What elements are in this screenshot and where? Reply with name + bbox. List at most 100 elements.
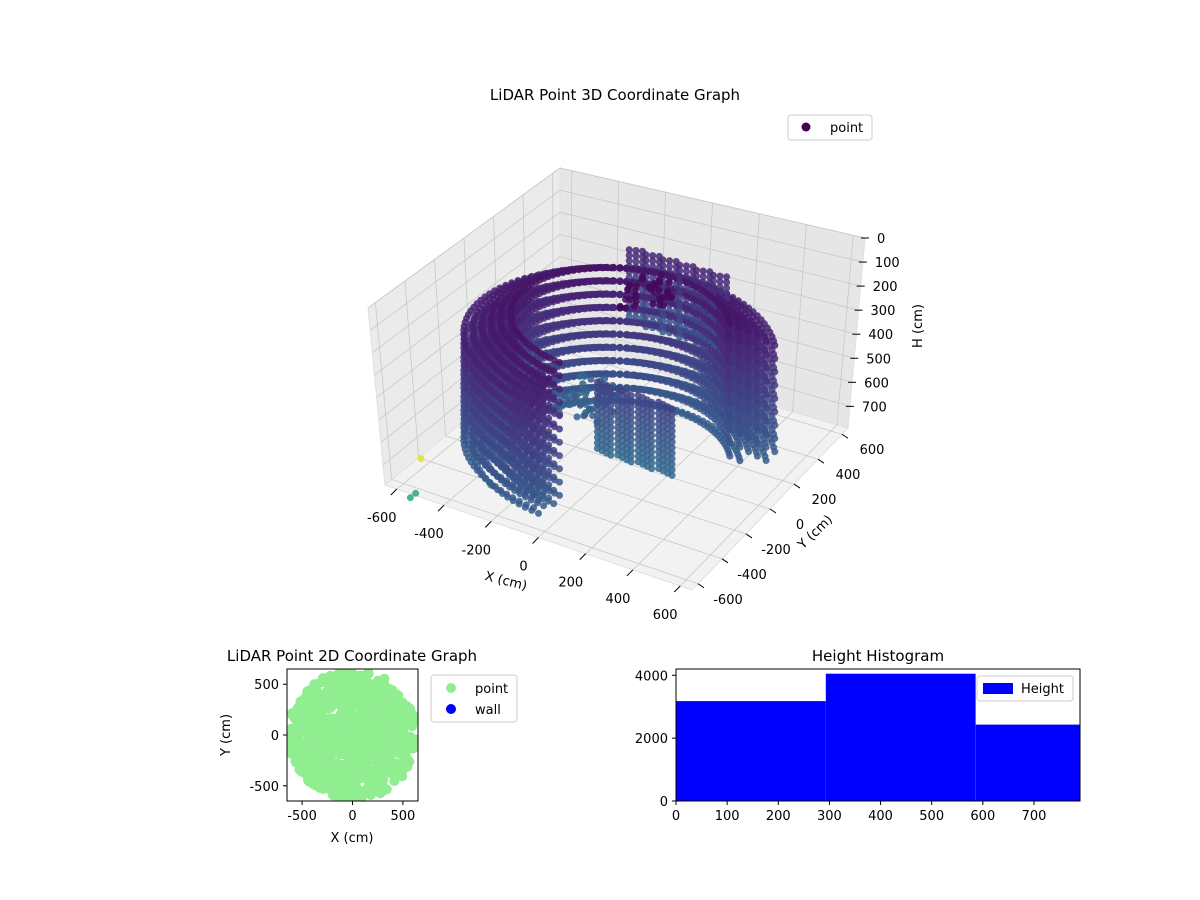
chart3d-point bbox=[616, 357, 624, 365]
chart3d-point bbox=[651, 309, 659, 317]
chart3d-point bbox=[736, 350, 744, 358]
chart3d-point bbox=[598, 290, 606, 298]
chart3d-title: LiDAR Point 3D Coordinate Graph bbox=[490, 86, 740, 104]
chart3d-grid-z bbox=[372, 211, 561, 354]
chart3d-point bbox=[616, 344, 624, 352]
chart3d-point bbox=[726, 412, 734, 420]
chart3d-point bbox=[556, 465, 563, 473]
chart3d-point bbox=[745, 448, 753, 456]
chart3d-point bbox=[550, 420, 558, 428]
chart3d-grid-z bbox=[369, 189, 561, 331]
chart3d-point bbox=[649, 257, 657, 265]
chart3d-point bbox=[676, 294, 684, 302]
chart3d-point bbox=[598, 330, 606, 338]
chart3d-grid-y bbox=[552, 173, 554, 349]
chart3d-point bbox=[682, 262, 690, 270]
chart3d-point bbox=[616, 264, 624, 272]
chart3d-point bbox=[616, 277, 624, 285]
chart3d-point bbox=[699, 278, 707, 286]
chart3d-point bbox=[610, 304, 618, 312]
chart3d-point bbox=[659, 311, 667, 319]
chart3d-point bbox=[736, 364, 744, 371]
chart3d-point bbox=[736, 377, 744, 385]
chart3d-point bbox=[640, 386, 648, 394]
chart3d-point bbox=[745, 395, 753, 402]
chart3d-point bbox=[646, 347, 654, 355]
chart3d-point bbox=[604, 290, 612, 298]
chart3d-point bbox=[771, 381, 779, 389]
chart3d-point bbox=[646, 387, 654, 395]
chart3d-point bbox=[622, 265, 630, 272]
chart3d-point bbox=[723, 290, 731, 297]
chart3d-point bbox=[582, 390, 590, 398]
chart3d-point bbox=[651, 269, 659, 277]
chart3d-point bbox=[753, 333, 761, 340]
chart3d-point bbox=[676, 267, 684, 275]
chart3d-point bbox=[676, 278, 684, 286]
chart3d-point bbox=[545, 401, 553, 409]
chart3d-point bbox=[753, 452, 761, 460]
chart3d-point bbox=[762, 403, 770, 411]
chart3d-point bbox=[607, 385, 615, 393]
chart3d-point bbox=[651, 388, 659, 396]
chart3d-point bbox=[604, 344, 612, 351]
chart3d-point bbox=[682, 284, 690, 292]
chart3d-grid-x bbox=[836, 235, 854, 425]
chart3d-point bbox=[657, 363, 665, 371]
chart3d-point bbox=[625, 257, 633, 265]
chart3d-point bbox=[556, 491, 563, 499]
chart3d-point bbox=[624, 286, 632, 294]
chart3d-point bbox=[736, 324, 744, 332]
chart3d-grid-z bbox=[559, 211, 861, 287]
chart3d-point bbox=[573, 413, 581, 421]
chart3d-point bbox=[676, 261, 684, 269]
chart3d-point bbox=[726, 452, 734, 460]
chart3d-point bbox=[642, 256, 650, 264]
chart3d-point bbox=[640, 267, 648, 275]
chart3d-point bbox=[736, 337, 744, 345]
chart3d-grid-x bbox=[614, 181, 620, 360]
chart3d-point bbox=[745, 434, 753, 442]
chart3d-point bbox=[550, 393, 558, 401]
chart3d-point bbox=[771, 448, 779, 456]
chart3d-point bbox=[709, 283, 717, 290]
chart3d-point bbox=[762, 377, 770, 385]
chart3d-point bbox=[716, 278, 724, 286]
chart3d-point bbox=[634, 266, 642, 274]
chart3d-point bbox=[632, 258, 640, 265]
chart3d-point bbox=[651, 322, 659, 330]
chart3d-point bbox=[726, 439, 734, 447]
chart3d-point bbox=[610, 317, 618, 325]
chart3d-point bbox=[762, 364, 770, 371]
chart3d-point bbox=[545, 374, 553, 382]
chart3d-point bbox=[622, 358, 630, 365]
chart3d-point bbox=[753, 386, 761, 394]
chart3d-point bbox=[753, 412, 761, 420]
chart3d-point bbox=[586, 405, 594, 413]
chart3d-point bbox=[550, 433, 558, 441]
chart3d-point bbox=[771, 355, 779, 363]
chart3d-point bbox=[642, 251, 650, 259]
chart3d-point bbox=[659, 328, 667, 336]
chart3d-point bbox=[545, 481, 553, 489]
chart3d-point bbox=[610, 370, 618, 378]
chart3d-point bbox=[709, 277, 717, 285]
chart3d-point bbox=[651, 349, 659, 356]
chart3d-point bbox=[753, 359, 761, 367]
chart3d-grid-y bbox=[418, 457, 723, 560]
chart3d-point bbox=[666, 262, 673, 270]
chart3d-point bbox=[726, 346, 734, 354]
chart3d-point bbox=[676, 300, 684, 308]
chart3d-point bbox=[736, 417, 744, 425]
chart3d-point bbox=[550, 380, 558, 388]
chart3d-point bbox=[556, 372, 563, 380]
chart3d-point bbox=[726, 399, 734, 407]
chart3d-point bbox=[604, 304, 612, 312]
chart3d-point bbox=[622, 331, 630, 339]
chart3d-point bbox=[556, 385, 563, 393]
chart3d-point bbox=[657, 376, 665, 384]
chart3d-point bbox=[556, 398, 563, 406]
chart3d-point bbox=[556, 412, 563, 420]
chart3d-point bbox=[627, 392, 635, 399]
